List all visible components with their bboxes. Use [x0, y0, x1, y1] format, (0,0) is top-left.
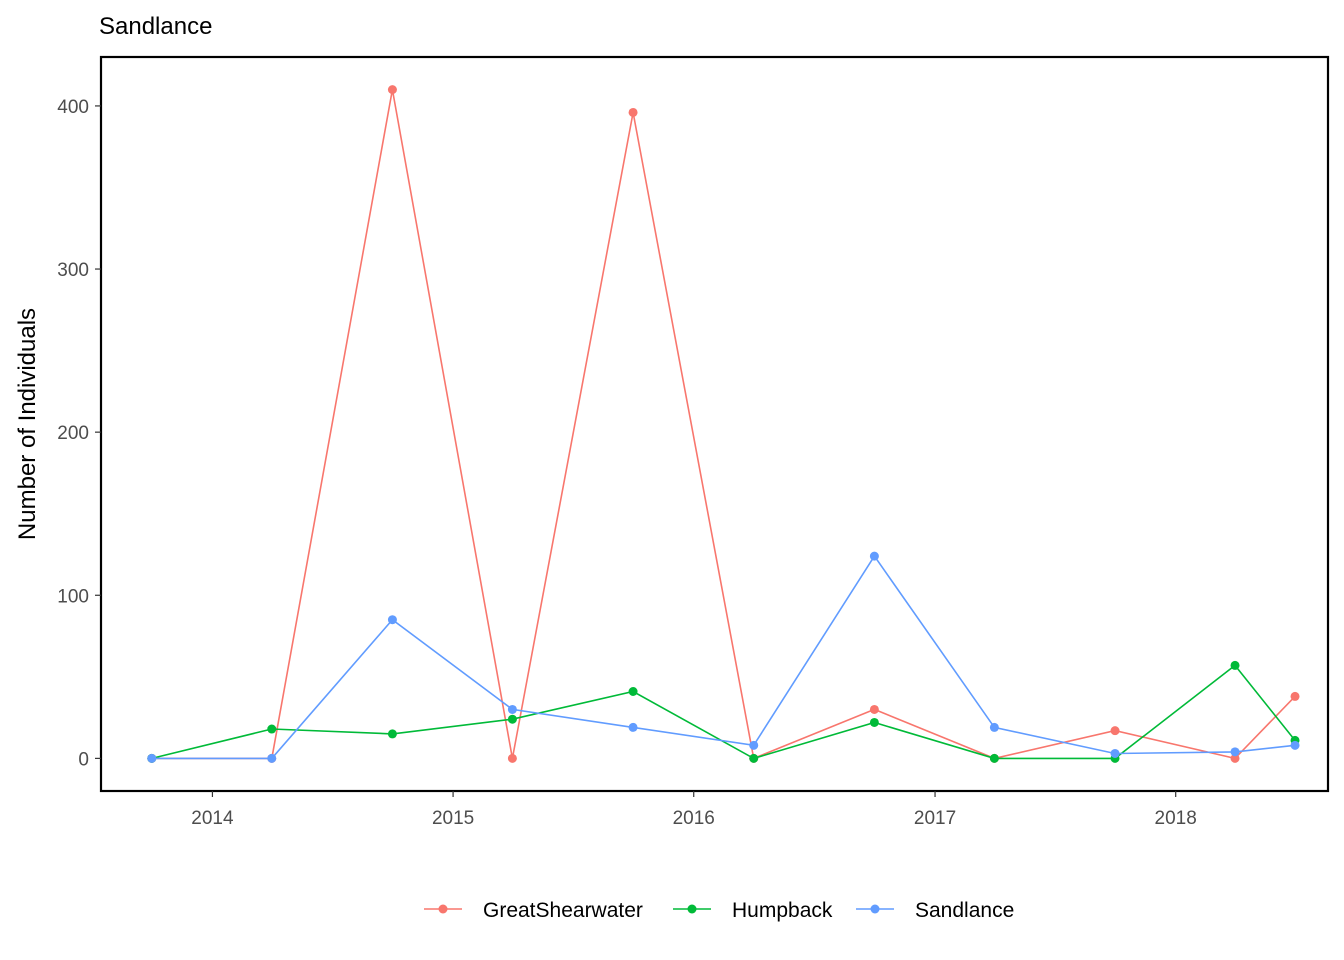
data-point-humpback [628, 687, 638, 697]
legend-label-humpback: Humpback [732, 899, 833, 922]
x-tick-label: 2018 [1155, 808, 1197, 829]
data-point-humpback [989, 753, 999, 763]
data-point-sandlance [507, 704, 517, 714]
data-point-sandlance [628, 722, 638, 732]
legend-label-sandlance: Sandlance [915, 899, 1014, 922]
plot-panel [99, 55, 1330, 793]
y-axis-title: Number of Individuals [14, 308, 41, 540]
data-point-sandlance [267, 753, 277, 763]
data-point-greatshearwater [387, 85, 397, 95]
x-axis: 2014 2015 2016 2017 2018 [191, 791, 1197, 829]
data-point-greatshearwater [1290, 691, 1300, 701]
y-tick-label: 200 [57, 423, 89, 444]
series-layer [147, 85, 1300, 763]
x-tick-label: 2014 [191, 808, 234, 829]
chart-title: Sandlance [99, 13, 212, 40]
data-point-humpback [267, 724, 277, 734]
data-point-sandlance [147, 753, 157, 763]
y-tick-label: 400 [57, 97, 89, 118]
x-tick-label: 2016 [673, 808, 715, 829]
data-point-sandlance [1290, 740, 1300, 750]
data-point-greatshearwater [869, 704, 879, 714]
data-point-sandlance [989, 722, 999, 732]
data-point-humpback [869, 717, 879, 727]
data-point-sandlance [749, 740, 759, 750]
x-tick-label: 2017 [914, 808, 956, 829]
data-point-sandlance [1110, 748, 1120, 758]
legend-key-point-greatshearwater [438, 904, 448, 914]
data-point-sandlance [387, 615, 397, 625]
data-point-greatshearwater [1230, 753, 1240, 763]
data-point-humpback [1230, 660, 1240, 670]
y-tick-label: 0 [78, 749, 89, 770]
data-point-sandlance [869, 551, 879, 561]
y-axis: 0 100 200 300 400 [57, 97, 101, 770]
y-tick-label: 100 [57, 586, 89, 607]
legend-label-greatshearwater: GreatShearwater [483, 899, 643, 922]
x-tick-label: 2015 [432, 808, 474, 829]
y-tick-label: 300 [57, 260, 89, 281]
data-point-humpback [387, 729, 397, 739]
data-point-humpback [749, 753, 759, 763]
legend: GreatShearwater Humpback Sandlance [424, 899, 1014, 922]
data-point-greatshearwater [1110, 726, 1120, 736]
data-point-sandlance [1230, 747, 1240, 757]
data-point-greatshearwater [628, 107, 638, 117]
data-point-humpback [507, 714, 517, 724]
data-point-greatshearwater [507, 753, 517, 763]
legend-key-point-humpback [687, 904, 697, 914]
legend-key-point-sandlance [870, 904, 880, 914]
